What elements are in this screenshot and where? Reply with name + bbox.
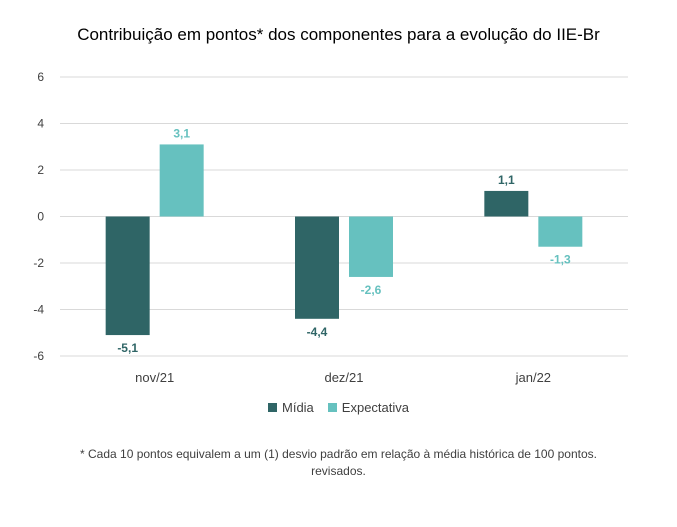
chart-title: Contribuição em pontos* dos componentes …: [77, 25, 600, 44]
legend-item-midia: Mídia: [268, 400, 314, 415]
data-label: -5,1: [117, 341, 138, 355]
bar-expectativa: [538, 216, 583, 247]
legend-label-expectativa: Expectativa: [341, 400, 409, 415]
y-tick-label: 0: [37, 210, 44, 224]
bar-expectativa: [159, 144, 204, 217]
y-tick-label: -2: [33, 256, 44, 270]
data-label: -4,4: [307, 325, 328, 339]
x-tick-label: dez/21: [324, 370, 363, 385]
bar-midia: [484, 190, 529, 217]
footnote-line-2: revisados.: [311, 464, 366, 478]
x-tick-label: nov/21: [135, 370, 174, 385]
legend: Mídia Expectativa: [0, 400, 677, 415]
y-tick-label: -6: [33, 349, 44, 363]
data-label: -1,3: [550, 253, 571, 267]
bar-midia: [105, 216, 150, 336]
legend-label-midia: Mídia: [282, 400, 314, 415]
legend-swatch-midia: [268, 403, 277, 412]
bar-expectativa: [349, 216, 393, 277]
data-label: 3,1: [173, 126, 190, 140]
y-tick-label: 4: [37, 117, 44, 131]
legend-item-expectativa: Expectativa: [327, 400, 409, 415]
data-label: 1,1: [498, 173, 515, 187]
y-tick-label: 2: [37, 163, 44, 177]
footnote: * Cada 10 pontos equivalem a um (1) desv…: [30, 446, 647, 480]
data-label: -2,6: [361, 283, 382, 297]
footnote-line-1: * Cada 10 pontos equivalem a um (1) desv…: [80, 447, 597, 461]
x-tick-label: jan/22: [515, 370, 551, 385]
y-tick-label: 6: [37, 70, 44, 84]
y-tick-label: -4: [33, 303, 44, 317]
bar-chart: 6 4 2 0 -2 -4 -6 -5,1 3,1 nov/21 -4,4 -2,6 dez/21 1,1…: [33, 70, 628, 385]
bar-midia: [295, 216, 339, 319]
legend-swatch-expectativa: [327, 403, 337, 412]
